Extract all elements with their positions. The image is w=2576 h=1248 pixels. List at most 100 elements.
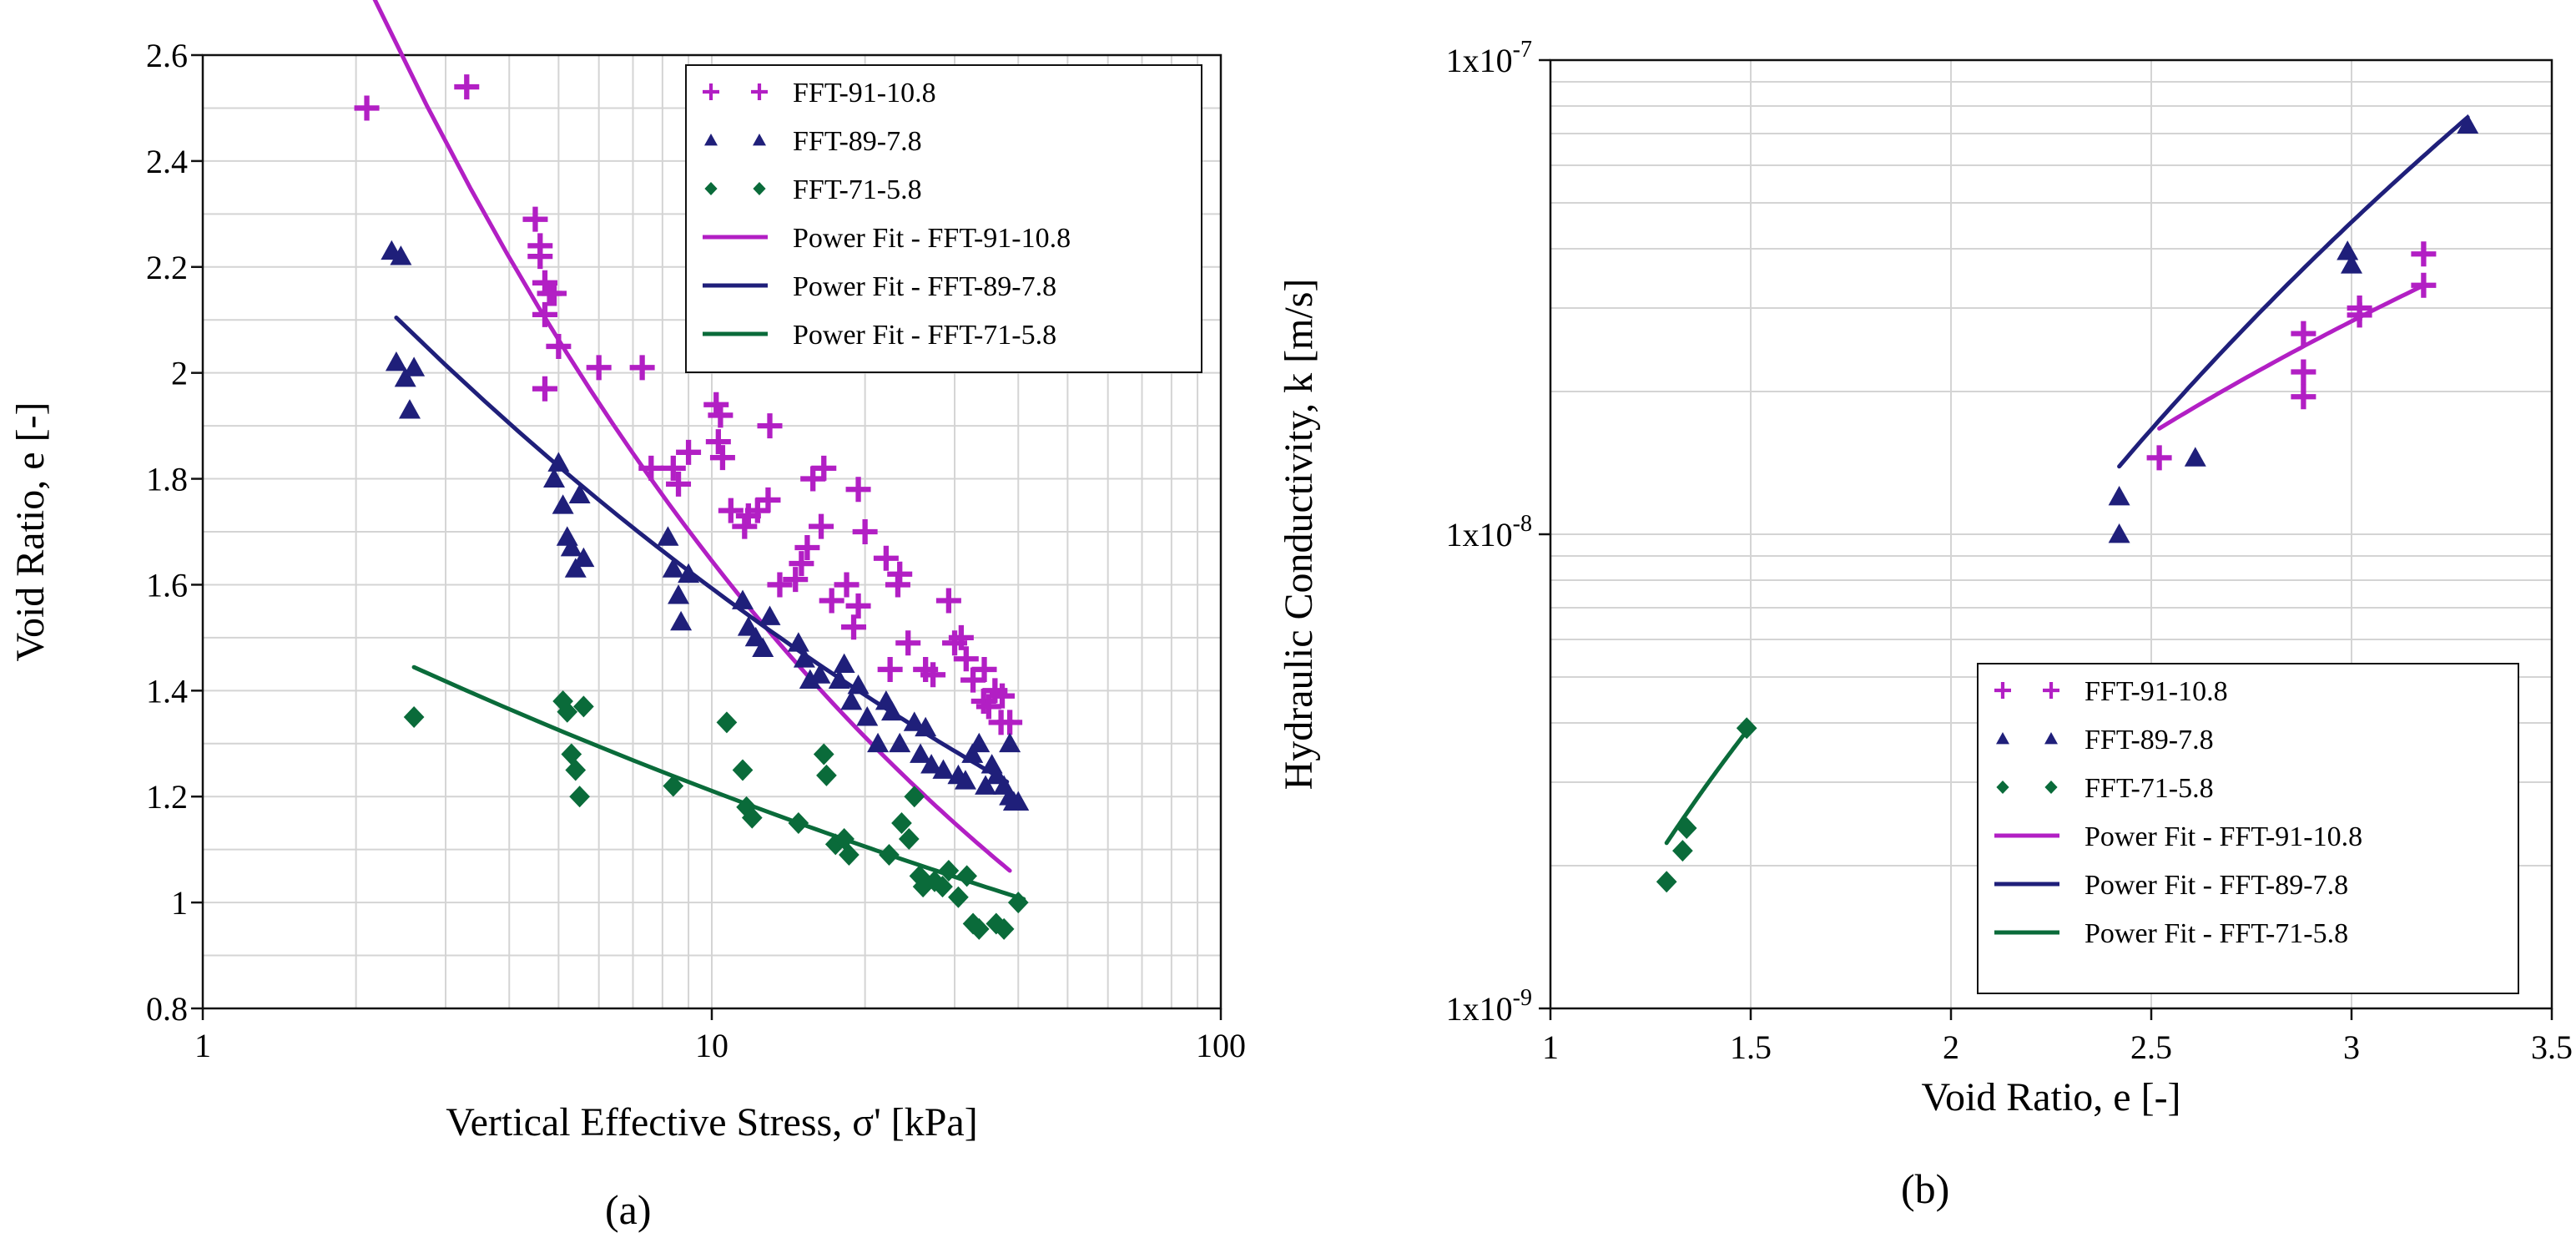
data-point [629,355,655,381]
data-point [572,547,595,568]
legend-label: FFT-71-5.8 [793,174,922,205]
data-point [975,775,997,795]
y-tick-label: 2 [171,355,188,392]
series-fft-71-5.8 [1656,717,1757,893]
legend-label: FFT-89-7.8 [2084,725,2214,755]
data-point [564,558,587,578]
y-tick-label: 1.2 [146,778,188,816]
data-point [757,413,783,439]
data-point [1007,791,1030,811]
data-point [390,245,412,265]
legend-marker [703,83,720,100]
y-tick-label: 2.4 [146,143,188,180]
fit-line-power-fit-fft-89-7-8 [2117,115,2470,469]
data-point [816,764,837,786]
data-point [834,572,860,598]
data-point [954,770,976,790]
data-point [705,429,731,455]
data-point [2411,272,2437,298]
series-fft-89-7.8 [381,240,1030,811]
data-point [660,455,686,481]
caption-b: (b) [1901,1165,1950,1212]
legend-label: Power Fit - FFT-89-7.8 [793,271,1056,302]
data-point [573,695,594,718]
data-point [2347,295,2372,321]
data-point [2341,254,2362,274]
y-tick-label: 1.4 [146,672,188,710]
legend-b: FFT-91-10.8 FFT-89-7.8 FFT-71-5.8 Power Fit… [1977,663,2519,994]
data-point [879,844,900,867]
x-tick-label: 3.5 [2531,1028,2573,1066]
data-point [960,667,986,693]
x-tick-label: 1.5 [1730,1028,1772,1066]
x-tick-label: 2.5 [2130,1028,2172,1066]
legend-marker [753,182,766,195]
legend-label: Power Fit - FFT-89-7.8 [2084,870,2348,901]
data-point [552,690,573,713]
data-point [752,637,774,657]
y-tick-label: 2.6 [146,37,188,74]
data-point [547,452,570,472]
legend-marker [1994,682,2011,700]
data-point [889,732,911,753]
series-fft-91-10.8 [2146,241,2437,471]
data-point [1656,871,1677,893]
data-point [1007,892,1029,914]
caption-a: (a) [605,1186,652,1233]
data-point [898,827,920,850]
data-point [586,355,612,381]
data-point [2184,447,2206,467]
data-point [732,759,754,781]
y-tick-label: 0.8 [146,990,188,1028]
legend-marker [751,83,769,100]
data-point [935,588,961,614]
data-point [709,445,735,471]
data-point [2108,486,2130,506]
data-point [962,912,984,935]
data-point [938,860,960,882]
data-point [741,806,763,829]
legend-label: FFT-91-10.8 [793,78,936,109]
data-point [546,333,572,359]
data-point [920,662,946,688]
data-point [953,646,979,672]
data-point [2291,321,2316,346]
data-point [403,706,425,729]
data-point [522,206,548,232]
data-point [398,399,421,419]
data-point [873,545,899,571]
data-point [532,301,557,327]
y-axis-label: Void Ratio, e [-] [8,402,53,661]
data-point [543,467,566,488]
legend-marker [2044,732,2058,745]
data-point [932,759,955,779]
data-point [961,743,984,763]
legend-marker [2044,781,2058,794]
data-point [718,498,744,523]
data-point [708,402,733,428]
x-tick-label: 1 [194,1027,211,1064]
data-point [552,494,574,514]
data-point [385,351,407,371]
y-tick-label: 2.2 [146,249,188,286]
data-point [956,865,977,887]
y-tick-label: 1x10-8 [1446,511,1532,553]
chart-panel-a: 1 10 1000.811.21.41.61.822.22.42.6Vertical… [8,0,1246,1144]
data-point [569,786,590,808]
data-point [840,690,863,710]
data-point [852,519,878,544]
y-tick-label: 1x10-9 [1446,985,1532,1028]
data-point [800,466,826,492]
legend-marker [1996,732,2009,745]
data-point [867,732,890,753]
data-point [716,711,738,734]
data-point [845,477,871,503]
data-point [759,605,781,625]
legend-marker [2043,682,2059,700]
data-point [986,912,1007,935]
data-point [990,683,1016,709]
x-tick-label: 2 [1943,1028,1959,1066]
data-point [847,674,870,695]
data-point [789,551,814,577]
